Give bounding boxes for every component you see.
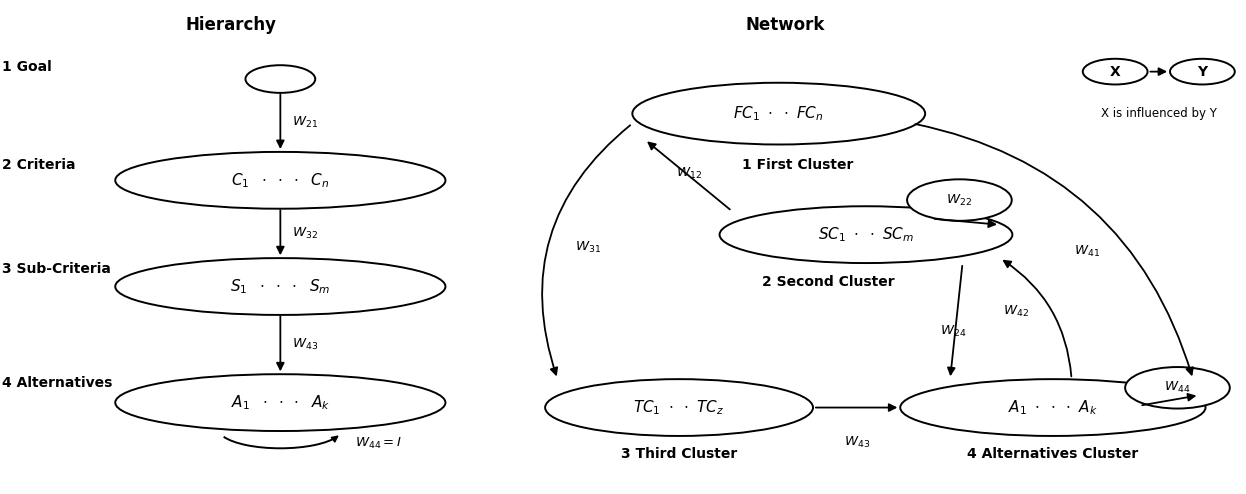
Text: $W_{44}=I$: $W_{44}=I$ bbox=[355, 436, 402, 451]
Text: 3 Third Cluster: 3 Third Cluster bbox=[621, 448, 738, 461]
Text: $W_{44}$: $W_{44}$ bbox=[1164, 380, 1191, 395]
Text: 2 Second Cluster: 2 Second Cluster bbox=[763, 275, 895, 288]
Text: 1 First Cluster: 1 First Cluster bbox=[741, 159, 854, 172]
Text: 2 Criteria: 2 Criteria bbox=[2, 159, 76, 172]
Text: $S_1\ \ \cdot\ \cdot\ \cdot\ \ S_m$: $S_1\ \ \cdot\ \cdot\ \cdot\ \ S_m$ bbox=[231, 277, 330, 296]
Text: Hierarchy: Hierarchy bbox=[184, 16, 277, 34]
Text: $TC_1\ \cdot\ \cdot\ TC_z$: $TC_1\ \cdot\ \cdot\ TC_z$ bbox=[633, 398, 725, 417]
Circle shape bbox=[1083, 59, 1148, 84]
Text: X: X bbox=[1110, 65, 1120, 79]
Text: $W_{22}$: $W_{22}$ bbox=[947, 193, 972, 207]
Text: X is influenced by Y: X is influenced by Y bbox=[1101, 107, 1216, 120]
Text: $W_{41}$: $W_{41}$ bbox=[1074, 245, 1099, 259]
Text: $W_{31}$: $W_{31}$ bbox=[576, 240, 601, 254]
Text: $A_1\ \cdot\ \cdot\ \cdot\ A_k$: $A_1\ \cdot\ \cdot\ \cdot\ A_k$ bbox=[1008, 398, 1098, 417]
Ellipse shape bbox=[116, 374, 446, 431]
Ellipse shape bbox=[116, 258, 446, 315]
Text: $SC_1\ \cdot\ \cdot\ SC_m$: $SC_1\ \cdot\ \cdot\ SC_m$ bbox=[817, 225, 915, 244]
Text: Y: Y bbox=[1197, 65, 1207, 79]
Text: $A_1\ \ \cdot\ \cdot\ \cdot\ \ A_k$: $A_1\ \ \cdot\ \cdot\ \cdot\ \ A_k$ bbox=[231, 393, 330, 412]
Circle shape bbox=[1125, 367, 1230, 409]
Text: $W_{24}$: $W_{24}$ bbox=[939, 324, 967, 338]
Ellipse shape bbox=[633, 83, 925, 145]
Text: $W_{43}$: $W_{43}$ bbox=[293, 337, 318, 352]
Text: $W_{32}$: $W_{32}$ bbox=[293, 226, 318, 241]
Ellipse shape bbox=[900, 379, 1205, 436]
Text: $C_1\ \ \cdot\ \cdot\ \cdot\ \ C_n$: $C_1\ \ \cdot\ \cdot\ \cdot\ \ C_n$ bbox=[231, 171, 330, 190]
Text: $W_{43}$: $W_{43}$ bbox=[844, 435, 870, 450]
Circle shape bbox=[907, 179, 1012, 221]
Text: $W_{42}$: $W_{42}$ bbox=[1003, 304, 1028, 319]
Text: $W_{21}$: $W_{21}$ bbox=[293, 115, 318, 130]
Text: Network: Network bbox=[745, 16, 825, 34]
Text: 4 Alternatives Cluster: 4 Alternatives Cluster bbox=[967, 448, 1139, 461]
Ellipse shape bbox=[116, 152, 446, 209]
Circle shape bbox=[1170, 59, 1235, 84]
Circle shape bbox=[245, 65, 315, 93]
Text: 3 Sub-Criteria: 3 Sub-Criteria bbox=[2, 262, 111, 276]
Ellipse shape bbox=[719, 206, 1012, 263]
Text: $W_{12}$: $W_{12}$ bbox=[677, 166, 701, 181]
Text: $FC_1\ \cdot\ \cdot\ FC_n$: $FC_1\ \cdot\ \cdot\ FC_n$ bbox=[734, 104, 824, 123]
Text: 1 Goal: 1 Goal bbox=[2, 60, 52, 74]
Ellipse shape bbox=[546, 379, 814, 436]
Text: 4 Alternatives: 4 Alternatives bbox=[2, 376, 113, 390]
